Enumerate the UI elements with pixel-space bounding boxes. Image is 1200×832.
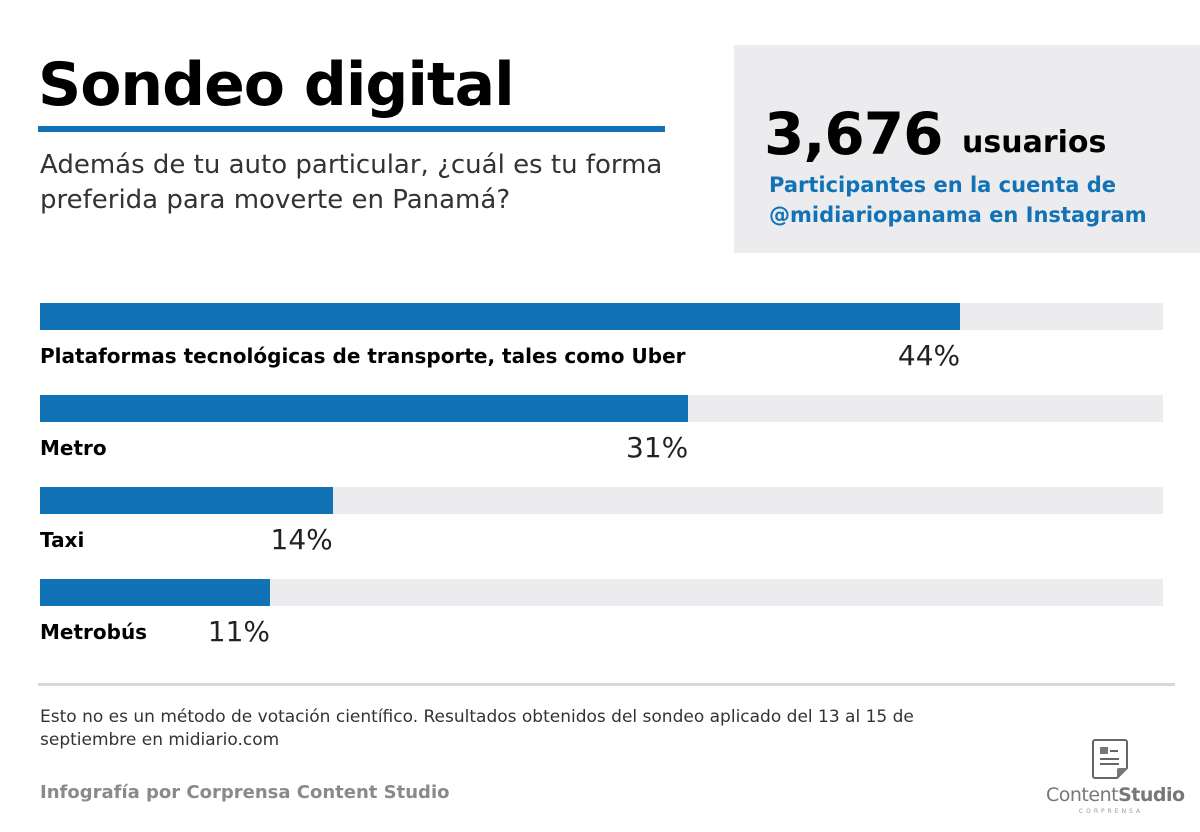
bar-label: Metro [40, 436, 107, 460]
bar-label: Plataformas tecnológicas de transporte, … [40, 344, 686, 368]
bar [40, 487, 333, 514]
bar-row: Plataformas tecnológicas de transporte, … [40, 303, 1163, 395]
bar-row: Metrobús 11% [40, 579, 1163, 671]
survey-question: Además de tu auto particular, ¿cuál es t… [40, 150, 663, 215]
bar-value-label: 14% [270, 523, 333, 556]
bar-label: Taxi [40, 528, 85, 552]
bar [40, 579, 271, 606]
document-icon [1092, 739, 1128, 779]
bar-value-label: 11% [207, 615, 271, 648]
content-studio-logo: ContentStudio CORPRENSA [1046, 738, 1185, 818]
bar-row: Metro 31% [40, 395, 1163, 487]
description-line: @midiariopanama en Instagram [769, 203, 1147, 227]
page-title: Sondeo digital [38, 50, 515, 120]
participants-description: Participantes en la cuenta de @midiariop… [769, 170, 1147, 230]
bar-label: Metrobús [40, 620, 148, 644]
participants-unit: usuarios [962, 125, 1107, 160]
participants-box: 3,676 usuarios Participantes en la cuent… [734, 45, 1200, 253]
bar-row: Taxi 14% [40, 487, 1163, 579]
bar [40, 395, 689, 422]
disclaimer-note: Esto no es un método de votación científ… [40, 707, 914, 750]
bar [40, 303, 961, 330]
credit-text: Infografía por Corprensa Content Studio [40, 782, 450, 803]
logo-text-bold: Studio [1118, 784, 1185, 806]
description-line: Participantes en la cuenta de [769, 173, 1117, 197]
bar-value-label: 31% [626, 431, 689, 464]
title-underline [38, 126, 665, 132]
logo-text-light: Content [1046, 784, 1119, 806]
logo-subtext: CORPRENSA [1078, 808, 1144, 815]
divider [38, 683, 1175, 686]
bar-value-label: 44% [897, 339, 961, 372]
participants-count: 3,676 [764, 100, 943, 168]
logo-text: ContentStudio [1046, 784, 1185, 806]
